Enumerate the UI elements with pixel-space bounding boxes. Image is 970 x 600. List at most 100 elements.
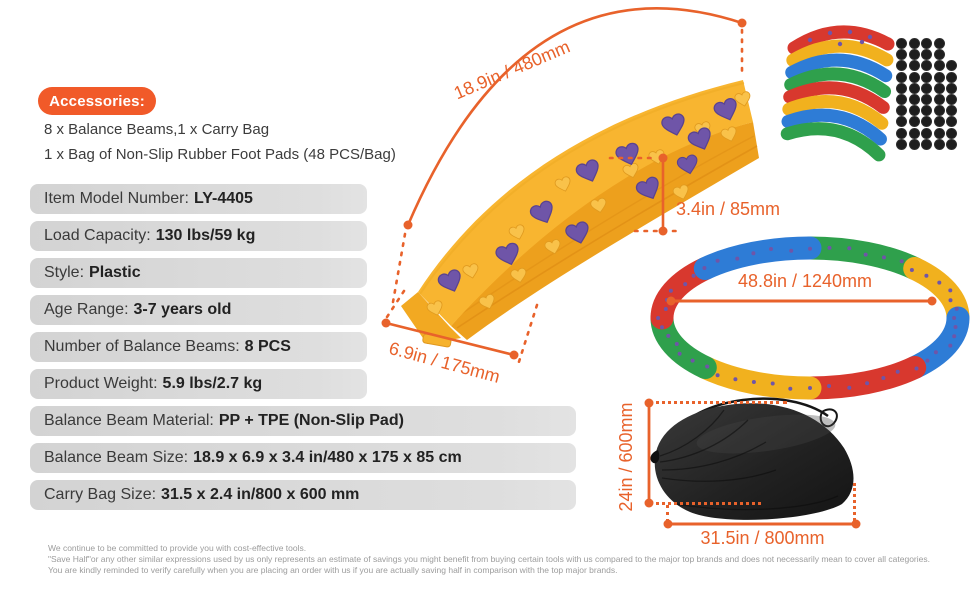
bag-width-right-guide bbox=[853, 483, 856, 521]
spec-row: Style: Plastic bbox=[30, 258, 367, 288]
rubber-foot-pad bbox=[922, 50, 932, 60]
spec-value: 8 PCS bbox=[244, 338, 291, 355]
spec-value: 3-7 years old bbox=[133, 301, 232, 318]
rubber-foot-pad bbox=[947, 139, 957, 149]
ring-foot-pads bbox=[656, 245, 959, 391]
balance-beam-image bbox=[401, 80, 759, 348]
beam-ring-image bbox=[650, 236, 970, 400]
rubber-foot-pad bbox=[897, 117, 906, 127]
beam-width-annotation bbox=[381, 289, 539, 370]
rubber-foot-pad bbox=[934, 61, 944, 71]
rubber-foot-pad bbox=[947, 128, 957, 138]
rubber-foot-pad bbox=[909, 72, 919, 82]
rubber-foot-pad bbox=[922, 95, 932, 105]
rubber-foot-pad bbox=[934, 139, 944, 149]
carry-bag-image bbox=[650, 397, 854, 520]
spec-label: Age Range: bbox=[44, 301, 129, 318]
rubber-foot-pad bbox=[934, 95, 944, 105]
rubber-foot-pad bbox=[934, 72, 944, 82]
rubber-foot-pad bbox=[922, 128, 932, 138]
rubber-foot-pad bbox=[909, 95, 919, 105]
accessories-badge: Accessories: bbox=[38, 87, 156, 115]
spec-row: Product Weight: 5.9 lbs/2.7 kg bbox=[30, 369, 367, 399]
rubber-foot-pad bbox=[922, 117, 932, 127]
bag-height-annotation bbox=[644, 398, 654, 508]
rubber-foot-pad bbox=[909, 39, 919, 49]
spec-label: Style: bbox=[44, 264, 85, 281]
disclaimer-text: We continue to be committed to provide y… bbox=[48, 543, 966, 576]
beam-length-annotation bbox=[391, 7, 747, 304]
rubber-foot-pad bbox=[947, 117, 957, 127]
spec-row: Number of Balance Beams: 8 PCS bbox=[30, 332, 367, 362]
rubber-foot-pad bbox=[922, 39, 932, 49]
disclaimer-line: You are kindly reminded to verify carefu… bbox=[48, 565, 618, 575]
beam-height-annotation bbox=[608, 153, 683, 236]
spec-row: Age Range: 3-7 years old bbox=[30, 295, 367, 325]
spec-value: LY-4405 bbox=[193, 190, 253, 207]
disclaimer-line: We continue to be committed to provide y… bbox=[48, 543, 307, 553]
spec-row: Load Capacity: 130 lbs/59 kg bbox=[30, 221, 367, 251]
accessories-line-2: 1 x Bag of Non-Slip Rubber Foot Pads (48… bbox=[44, 146, 396, 163]
rubber-foot-pad bbox=[909, 128, 919, 138]
bag-top-guide bbox=[649, 401, 787, 404]
rubber-foot-pad bbox=[922, 61, 932, 71]
bag-width-annotation bbox=[663, 519, 861, 529]
rubber-foot-pad bbox=[934, 128, 944, 138]
spec-value: 18.9 x 6.9 x 3.4 in/480 x 175 x 85 cm bbox=[193, 449, 462, 466]
bag-width-left-guide bbox=[666, 505, 669, 522]
rubber-foot-pad bbox=[947, 106, 957, 116]
rubber-foot-pad bbox=[897, 50, 906, 60]
spec-row: Carry Bag Size: 31.5 x 2.4 in/800 x 600 m… bbox=[30, 480, 576, 510]
spec-value: Plastic bbox=[89, 264, 141, 281]
bag-height-label: 24in / 600mm bbox=[616, 402, 636, 512]
spec-value: PP + TPE (Non-Slip Pad) bbox=[218, 412, 404, 429]
rubber-foot-pad bbox=[934, 117, 944, 127]
spec-label: Balance Beam Material: bbox=[44, 412, 214, 429]
rubber-foot-pad bbox=[897, 72, 906, 82]
rubber-foot-pad bbox=[909, 83, 919, 93]
rubber-foot-pad bbox=[909, 50, 919, 60]
spec-row: Balance Beam Material: PP + TPE (Non-Slip… bbox=[30, 406, 576, 436]
spec-label: Load Capacity: bbox=[44, 227, 151, 244]
rubber-foot-pad bbox=[947, 61, 957, 71]
foot-pads-grid bbox=[897, 38, 960, 150]
rubber-foot-pad bbox=[909, 139, 919, 149]
spec-value: 31.5 x 2.4 in/800 x 600 mm bbox=[161, 486, 360, 503]
disclaimer-line: "Save Half"or any other similar expressi… bbox=[48, 554, 930, 564]
bag-bottom-guide bbox=[649, 502, 761, 505]
rubber-foot-pad bbox=[897, 128, 906, 138]
rubber-foot-pad bbox=[909, 61, 919, 71]
accessories-line-1: 8 x Balance Beams,1 x Carry Bag bbox=[44, 121, 270, 138]
beam-stack-image bbox=[780, 25, 895, 162]
rubber-foot-pad bbox=[897, 83, 906, 93]
bag-width-label: 31.5in / 800mm bbox=[700, 528, 825, 548]
rubber-foot-pad bbox=[947, 83, 957, 93]
rubber-foot-pad bbox=[922, 106, 932, 116]
spec-label: Product Weight: bbox=[44, 375, 158, 392]
spec-label: Number of Balance Beams: bbox=[44, 338, 240, 355]
rubber-foot-pad bbox=[934, 106, 944, 116]
spec-list: Item Model Number: LY-4405 Load Capacity: 1… bbox=[30, 184, 576, 517]
rubber-foot-pad bbox=[922, 139, 932, 149]
rubber-foot-pad bbox=[909, 117, 919, 127]
spec-label: Carry Bag Size: bbox=[44, 486, 157, 503]
spec-value: 5.9 lbs/2.7 kg bbox=[162, 375, 263, 392]
rubber-foot-pad bbox=[922, 72, 932, 82]
rubber-foot-pad bbox=[897, 61, 906, 71]
rubber-foot-pad bbox=[897, 95, 906, 105]
ring-diameter-annotation bbox=[666, 296, 937, 306]
spec-label: Item Model Number: bbox=[44, 190, 189, 207]
beam-height-label: 3.4in / 85mm bbox=[676, 199, 781, 219]
spec-row: Item Model Number: LY-4405 bbox=[30, 184, 367, 214]
rubber-foot-pad bbox=[897, 106, 906, 116]
rubber-foot-pad bbox=[934, 83, 944, 93]
rubber-foot-pad bbox=[922, 83, 932, 93]
rubber-foot-pad bbox=[934, 50, 944, 60]
rubber-foot-pad bbox=[897, 139, 906, 149]
rubber-foot-pad bbox=[934, 39, 944, 49]
rubber-foot-pad bbox=[897, 39, 906, 49]
spec-label: Balance Beam Size: bbox=[44, 449, 189, 466]
rubber-foot-pad bbox=[947, 72, 957, 82]
spec-value: 130 lbs/59 kg bbox=[155, 227, 256, 244]
